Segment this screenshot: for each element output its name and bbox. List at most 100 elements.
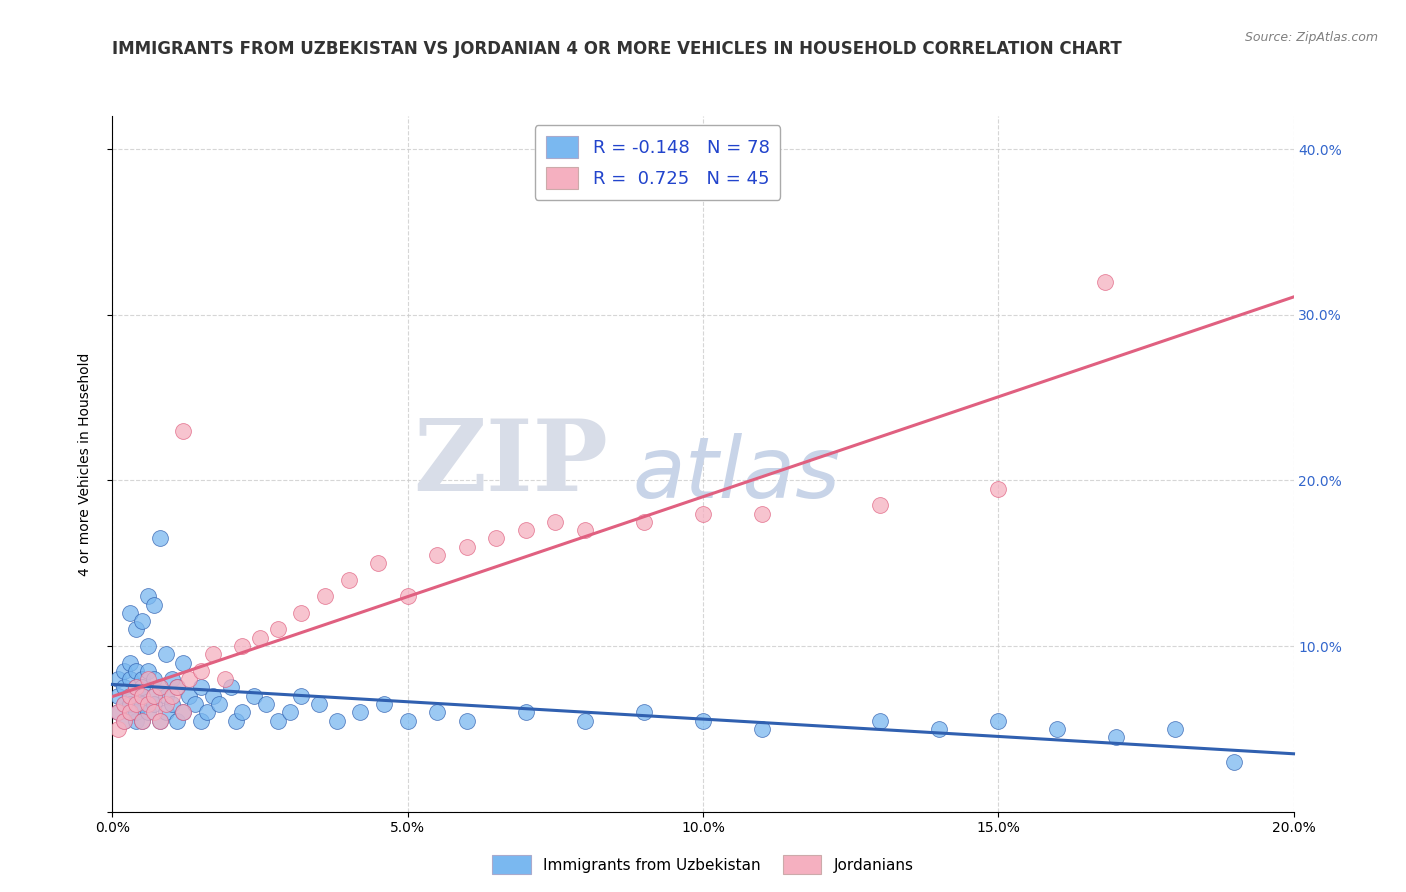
- Point: [131, 714, 153, 728]
- Point: [136, 590, 159, 604]
- Point: [172, 706, 194, 720]
- Point: [179, 672, 201, 686]
- Point: [692, 714, 714, 728]
- Legend: R = -0.148   N = 78, R =  0.725   N = 45: R = -0.148 N = 78, R = 0.725 N = 45: [534, 125, 780, 200]
- Point: [160, 697, 183, 711]
- Point: [225, 714, 247, 728]
- Point: [120, 606, 142, 620]
- Point: [107, 706, 129, 720]
- Point: [515, 706, 537, 720]
- Point: [1164, 722, 1187, 736]
- Point: [373, 697, 395, 711]
- Point: [131, 689, 153, 703]
- Point: [131, 672, 153, 686]
- Point: [231, 639, 253, 653]
- Point: [131, 689, 153, 703]
- Point: [179, 689, 201, 703]
- Point: [195, 706, 218, 720]
- Point: [337, 573, 360, 587]
- Point: [131, 697, 153, 711]
- Point: [142, 689, 165, 703]
- Point: [125, 706, 148, 720]
- Point: [149, 714, 172, 728]
- Point: [107, 689, 129, 703]
- Point: [201, 689, 224, 703]
- Point: [190, 681, 212, 695]
- Point: [107, 672, 129, 686]
- Point: [987, 714, 1010, 728]
- Point: [155, 697, 177, 711]
- Text: ZIP: ZIP: [413, 416, 609, 512]
- Point: [112, 681, 135, 695]
- Point: [1223, 755, 1246, 769]
- Point: [426, 706, 449, 720]
- Point: [544, 515, 567, 529]
- Text: Source: ZipAtlas.com: Source: ZipAtlas.com: [1244, 31, 1378, 45]
- Text: atlas: atlas: [633, 433, 841, 516]
- Point: [149, 532, 172, 546]
- Point: [208, 697, 231, 711]
- Text: IMMIGRANTS FROM UZBEKISTAN VS JORDANIAN 4 OR MORE VEHICLES IN HOUSEHOLD CORRELAT: IMMIGRANTS FROM UZBEKISTAN VS JORDANIAN …: [112, 40, 1122, 58]
- Point: [112, 714, 135, 728]
- Point: [456, 714, 478, 728]
- Point: [131, 681, 153, 695]
- Point: [120, 706, 142, 720]
- Point: [485, 532, 508, 546]
- Point: [1046, 722, 1069, 736]
- Point: [278, 706, 301, 720]
- Point: [396, 714, 419, 728]
- Point: [201, 648, 224, 662]
- Point: [249, 631, 271, 645]
- Point: [120, 656, 142, 670]
- Point: [190, 714, 212, 728]
- Point: [633, 515, 655, 529]
- Point: [112, 714, 135, 728]
- Point: [166, 681, 188, 695]
- Point: [136, 706, 159, 720]
- Point: [751, 507, 773, 521]
- Point: [214, 672, 236, 686]
- Point: [120, 706, 142, 720]
- Point: [112, 664, 135, 678]
- Point: [120, 689, 142, 703]
- Point: [172, 656, 194, 670]
- Point: [367, 556, 389, 570]
- Point: [120, 689, 142, 703]
- Point: [125, 681, 148, 695]
- Point: [633, 706, 655, 720]
- Point: [112, 697, 135, 711]
- Point: [326, 714, 349, 728]
- Point: [172, 424, 194, 438]
- Point: [125, 664, 148, 678]
- Point: [166, 714, 188, 728]
- Point: [125, 623, 148, 637]
- Point: [396, 590, 419, 604]
- Point: [290, 606, 312, 620]
- Point: [456, 540, 478, 554]
- Point: [107, 722, 129, 736]
- Point: [267, 714, 290, 728]
- Point: [349, 706, 371, 720]
- Point: [267, 623, 290, 637]
- Point: [107, 706, 129, 720]
- Point: [160, 689, 183, 703]
- Point: [136, 672, 159, 686]
- Point: [254, 697, 277, 711]
- Point: [243, 689, 266, 703]
- Point: [1105, 730, 1128, 744]
- Point: [142, 697, 165, 711]
- Point: [172, 706, 194, 720]
- Point: [574, 714, 596, 728]
- Point: [1094, 275, 1116, 289]
- Point: [155, 706, 177, 720]
- Point: [142, 706, 165, 720]
- Point: [574, 523, 596, 537]
- Point: [155, 689, 177, 703]
- Point: [869, 498, 891, 512]
- Point: [112, 697, 135, 711]
- Point: [131, 714, 153, 728]
- Point: [219, 681, 242, 695]
- Point: [131, 614, 153, 628]
- Point: [692, 507, 714, 521]
- Point: [426, 548, 449, 562]
